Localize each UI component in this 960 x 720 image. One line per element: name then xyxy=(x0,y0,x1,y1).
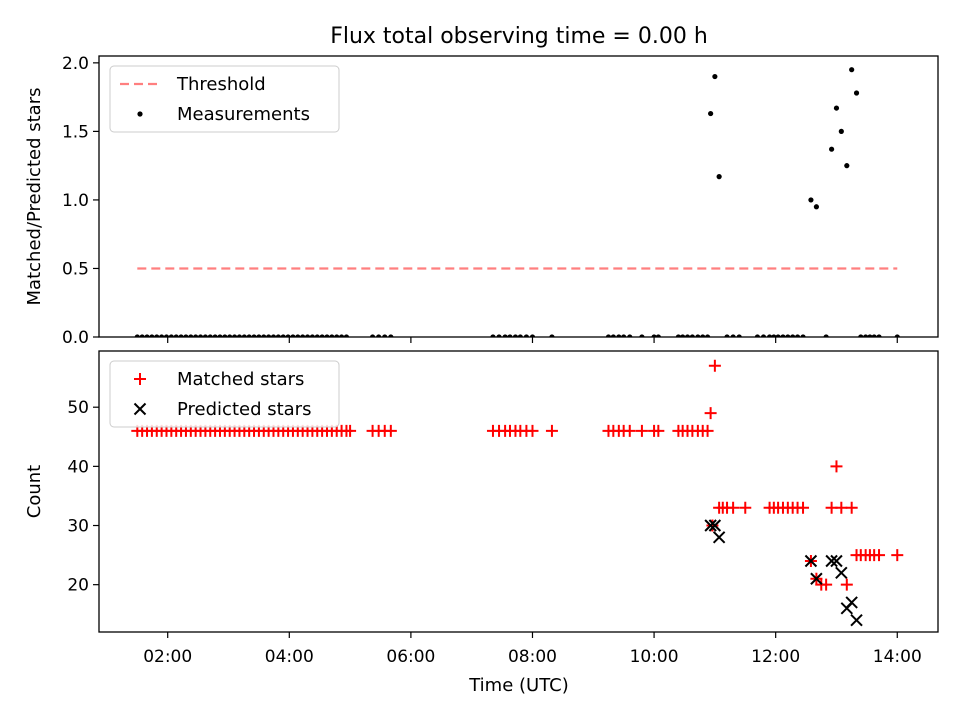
matched-stars-point xyxy=(635,424,648,437)
measurements-point xyxy=(716,174,722,180)
measurements-point xyxy=(853,90,860,96)
x-tick-label: 06:00 xyxy=(386,647,435,667)
matched-stars-point xyxy=(739,501,752,514)
x-tick-label: 12:00 xyxy=(751,647,800,667)
matched-stars-point xyxy=(797,501,810,514)
x-axis-label: Time (UTC) xyxy=(468,675,569,696)
predicted-stars-point xyxy=(804,554,818,568)
matched-stars-point xyxy=(701,424,714,437)
predicted-stars-point xyxy=(830,554,843,568)
predicted-stars-point xyxy=(810,572,823,585)
legend-marker-swatch xyxy=(134,373,146,385)
predicted-stars-point xyxy=(708,519,722,532)
matched-stars-point xyxy=(344,424,357,437)
matched-stars-point xyxy=(727,501,740,514)
measurements-point xyxy=(829,146,835,152)
y-tick-label: 40 xyxy=(67,457,89,477)
axes-frame xyxy=(98,350,939,633)
measurements-point xyxy=(849,67,855,73)
matched-stars-point xyxy=(840,578,853,591)
bottom-panel-counts: 20 30 40 50 02:00 04:00 06:00 08:00 10:00 12:00 14… xyxy=(24,350,939,667)
x-tick-label: 14:00 xyxy=(873,647,922,667)
matched-stars-point xyxy=(708,359,721,372)
measurements-point xyxy=(838,128,844,134)
x-tick-label: 10:00 xyxy=(630,647,679,667)
y-axis-label: Matched/Predicted stars xyxy=(24,88,45,306)
y-tick-label: 20 xyxy=(67,576,89,596)
y-tick-label: 1.0 xyxy=(62,191,89,211)
legend-label: Threshold xyxy=(176,74,266,95)
matched-stars-point xyxy=(845,501,858,514)
matched-stars-point xyxy=(706,519,719,532)
matched-stars-point xyxy=(704,407,717,420)
plot-area xyxy=(131,359,904,627)
figure-title: Flux total observing time = 0.00 h xyxy=(330,24,708,49)
y-axis-label: Count xyxy=(24,465,45,518)
matched-stars-point xyxy=(545,424,558,437)
legend-label: Measurements xyxy=(177,104,310,125)
measurements-point xyxy=(712,73,718,80)
y-tick-label: 30 xyxy=(67,517,89,537)
legend-label: Matched stars xyxy=(177,369,304,390)
predicted-stars-point xyxy=(835,566,848,580)
x-tick-label: 08:00 xyxy=(508,647,557,667)
y-tick-label: 0.0 xyxy=(62,328,89,348)
matched-stars-point xyxy=(526,424,539,437)
legend-marker-swatch xyxy=(133,402,147,416)
legend-marker-swatch xyxy=(137,111,143,117)
predicted-stars-point xyxy=(845,596,858,609)
matched-stars-point xyxy=(830,460,843,473)
matched-stars-point xyxy=(891,549,904,562)
x-tick-label: 02:00 xyxy=(143,647,192,667)
x-tick-label: 04:00 xyxy=(265,647,314,667)
measurements-point xyxy=(708,110,714,117)
legend-label: Predicted stars xyxy=(177,399,311,420)
predicted-stars-point xyxy=(850,613,863,627)
legend-box xyxy=(109,360,340,428)
matched-stars-point xyxy=(384,424,397,437)
y-tick-label: 50 xyxy=(67,398,89,418)
measurements-point xyxy=(813,204,820,210)
measurements-point xyxy=(844,163,850,169)
predicted-stars-point xyxy=(704,519,717,532)
top-panel-ratio: 0.0 0.5 1.0 1.5 2.0 Matched/Predicted stars Th… xyxy=(24,54,939,348)
predicted-stars-point xyxy=(712,531,726,544)
y-tick-label: 2.0 xyxy=(62,54,89,74)
matched-stars-point xyxy=(652,424,665,437)
matched-stars-point xyxy=(835,501,848,514)
y-tick-label: 0.5 xyxy=(62,259,89,279)
matched-stars-point xyxy=(820,578,833,591)
matched-stars-point xyxy=(873,549,886,562)
y-tick-label: 1.5 xyxy=(62,122,89,142)
measurements-point xyxy=(808,197,814,203)
legend-box xyxy=(109,65,340,133)
axes-frame xyxy=(98,55,939,338)
predicted-stars-point xyxy=(825,554,838,568)
matched-stars-point xyxy=(623,424,636,437)
measurements-point xyxy=(833,105,840,111)
